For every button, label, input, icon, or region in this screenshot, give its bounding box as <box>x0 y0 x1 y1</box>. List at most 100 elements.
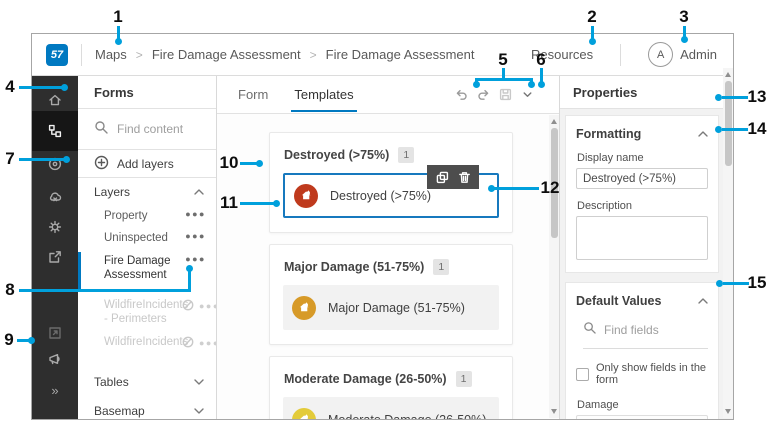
scroll-up-arrow[interactable] <box>551 119 557 124</box>
callout-dot <box>28 336 35 344</box>
template-label: Destroyed (>75%) <box>330 188 432 203</box>
callout-line <box>19 288 191 292</box>
search-input[interactable] <box>117 122 205 136</box>
basemap-section-header[interactable]: Basemap <box>78 397 216 420</box>
template-group-moderate: Moderate Damage (26-50%) 1 Moderate Dama… <box>269 356 513 419</box>
breadcrumb-map-name[interactable]: Fire Damage Assessment <box>151 47 301 62</box>
editor-panel: Form Templates Destroyed (>75%) 1 <box>217 76 559 419</box>
layer-name: WildfireIncidents - Perimeters <box>104 298 189 326</box>
callout-line <box>19 157 65 161</box>
display-name-label: Display name <box>577 152 644 164</box>
callout-2: 2 <box>587 7 597 26</box>
callout-line <box>116 26 120 40</box>
layers-section-header[interactable]: Layers <box>78 178 216 205</box>
group-label: Major Damage (51-75%) <box>284 260 425 274</box>
breadcrumb-maps[interactable]: Maps <box>95 47 127 62</box>
callout-line <box>240 161 259 165</box>
scroll-down-arrow[interactable] <box>725 409 731 414</box>
chevron-down-icon <box>194 408 204 414</box>
breadcrumb-separator: > <box>135 47 143 62</box>
layer-row-wildfireincidents-perimeters[interactable]: WildfireIncidents - Perimeters ●●● <box>78 294 216 331</box>
forms-panel: Forms Add layers Layers Property ●●● <box>78 76 217 419</box>
add-layers-label: Add layers <box>117 156 174 171</box>
feedback-megaphone-icon[interactable] <box>47 351 63 367</box>
find-fields-search[interactable] <box>583 321 708 349</box>
header-divider <box>81 43 82 66</box>
layer-row-fire-damage-assessment[interactable]: Fire Damage Assessment ●●● <box>78 250 216 294</box>
callout-line <box>539 68 543 83</box>
properties-scrollbar[interactable] <box>723 68 733 418</box>
expand-rail-button[interactable]: » <box>51 383 59 398</box>
username-menu[interactable]: Admin <box>680 47 717 62</box>
breadcrumb-form-name: Fire Damage Assessment <box>325 47 475 62</box>
collapse-default-values-chevron-icon[interactable] <box>698 298 708 304</box>
layer-row-property[interactable]: Property ●●● <box>78 205 216 227</box>
find-fields-input[interactable] <box>604 323 694 337</box>
callout-line <box>722 127 748 131</box>
layer-row-wildfireincidents[interactable]: WildfireIncidents ●●● <box>78 331 216 361</box>
description-textarea[interactable] <box>576 216 708 260</box>
launch-icon[interactable] <box>47 325 63 341</box>
save-icon[interactable] <box>498 87 513 102</box>
undo-icon[interactable] <box>454 87 469 102</box>
properties-body: Formatting Display name Description Defa… <box>560 109 733 419</box>
delete-button[interactable] <box>458 171 471 184</box>
template-item-moderate[interactable]: Moderate Damage (26-50%) <box>283 397 499 419</box>
more-options-icon[interactable]: ●●● <box>199 300 216 311</box>
scrollbar-thumb[interactable] <box>550 128 558 238</box>
find-content-search[interactable] <box>78 109 216 150</box>
avatar[interactable]: A <box>648 42 674 67</box>
disabled-icon <box>182 336 194 351</box>
callout-dot <box>528 81 535 88</box>
callout-line <box>19 85 63 89</box>
share-icon[interactable] <box>47 249 63 265</box>
count-badge: 1 <box>398 147 415 163</box>
callout-13: 13 <box>747 87 767 106</box>
add-layers-button[interactable]: Add layers <box>78 150 216 178</box>
layer-row-uninspected[interactable]: Uninspected ●●● <box>78 227 216 249</box>
callout-dot <box>588 38 596 45</box>
more-options-icon[interactable]: ●●● <box>199 337 216 348</box>
settings-gear-icon[interactable] <box>47 219 63 235</box>
tab-form[interactable]: Form <box>238 87 269 102</box>
only-show-fields-checkbox-row[interactable]: Only show fields in the form <box>576 362 708 386</box>
more-options-icon[interactable]: ●●● <box>185 231 206 242</box>
esri-logo-icon: 57 <box>46 43 68 66</box>
callout-line <box>188 271 191 290</box>
offline-cloud-icon[interactable] <box>47 189 63 205</box>
callout-dot <box>63 155 70 163</box>
scroll-down-arrow[interactable] <box>551 409 557 414</box>
callout-line <box>17 338 30 342</box>
template-item-major[interactable]: Major Damage (51-75%) <box>283 285 499 330</box>
redo-icon[interactable] <box>476 87 491 102</box>
home-icon[interactable] <box>47 92 63 108</box>
callout-dot <box>61 83 68 91</box>
checkbox[interactable] <box>576 367 589 381</box>
callout-dot <box>715 125 722 133</box>
resources-link[interactable]: Resources <box>531 47 594 62</box>
breadcrumb: Maps > Fire Damage Assessment > Fire Dam… <box>95 47 475 62</box>
layer-name: Uninspected <box>104 232 168 245</box>
duplicate-button[interactable] <box>436 171 449 184</box>
collapse-formatting-chevron-icon[interactable] <box>698 131 708 137</box>
tables-section-header[interactable]: Tables <box>78 368 216 397</box>
more-options-icon[interactable]: ●●● <box>185 253 206 264</box>
display-name-input[interactable] <box>576 168 708 189</box>
scroll-up-arrow[interactable] <box>725 72 731 77</box>
damage-field-input[interactable] <box>576 415 708 419</box>
callout-6: 6 <box>536 50 546 69</box>
scrollbar-thumb[interactable] <box>724 81 732 166</box>
moderate-damage-symbol-icon <box>292 407 316 419</box>
callout-12: 12 <box>540 178 560 197</box>
tab-templates[interactable]: Templates <box>291 78 357 112</box>
template-item-destroyed[interactable]: Destroyed (>75%) <box>283 165 499 218</box>
more-options-icon[interactable]: ●●● <box>185 209 206 219</box>
editor-scrollbar[interactable] <box>549 115 559 418</box>
app-window: 57 Maps > Fire Damage Assessment > Fire … <box>31 33 734 420</box>
sidebar-item-forms[interactable] <box>32 111 78 151</box>
template-group-destroyed: Destroyed (>75%) 1 Destroyed (>75%) <box>269 132 513 233</box>
save-menu-chevron-icon[interactable] <box>520 87 535 102</box>
template-hover-toolbar <box>427 165 479 189</box>
formatting-header: Formatting <box>576 127 642 141</box>
